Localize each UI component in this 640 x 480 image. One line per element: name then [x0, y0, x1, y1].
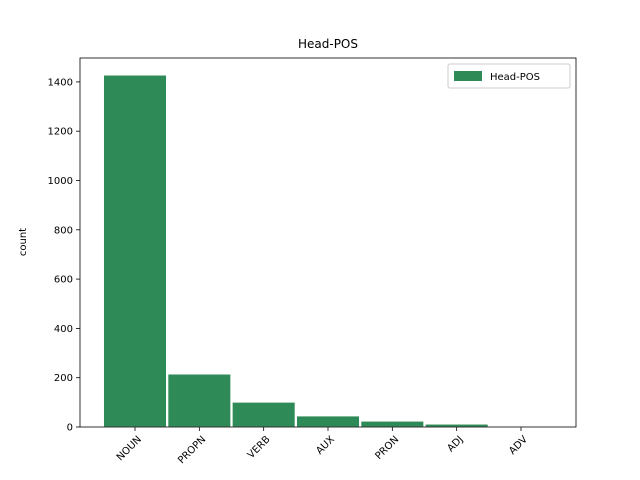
bar [424, 423, 489, 428]
y-axis-label: count [18, 228, 29, 256]
y-tick-label: 600 [54, 275, 73, 286]
y-tick-label: 0 [67, 423, 73, 434]
y-tick-label: 400 [54, 324, 73, 335]
bar [167, 373, 232, 428]
plot-frame [79, 57, 577, 428]
y-tick-label: 1000 [48, 176, 73, 187]
legend-swatch [454, 71, 482, 81]
bar [295, 415, 361, 428]
legend-label: Head-POS [490, 72, 540, 83]
legend-box [447, 63, 571, 89]
bar [102, 74, 168, 428]
y-tick-label: 800 [54, 225, 73, 236]
y-tick-label: 1200 [48, 127, 73, 138]
bar [231, 401, 296, 428]
chart-title: Head-POS [298, 37, 358, 51]
y-tick-label: 1400 [48, 77, 73, 88]
bar [360, 420, 425, 428]
y-tick-label: 200 [54, 373, 73, 384]
